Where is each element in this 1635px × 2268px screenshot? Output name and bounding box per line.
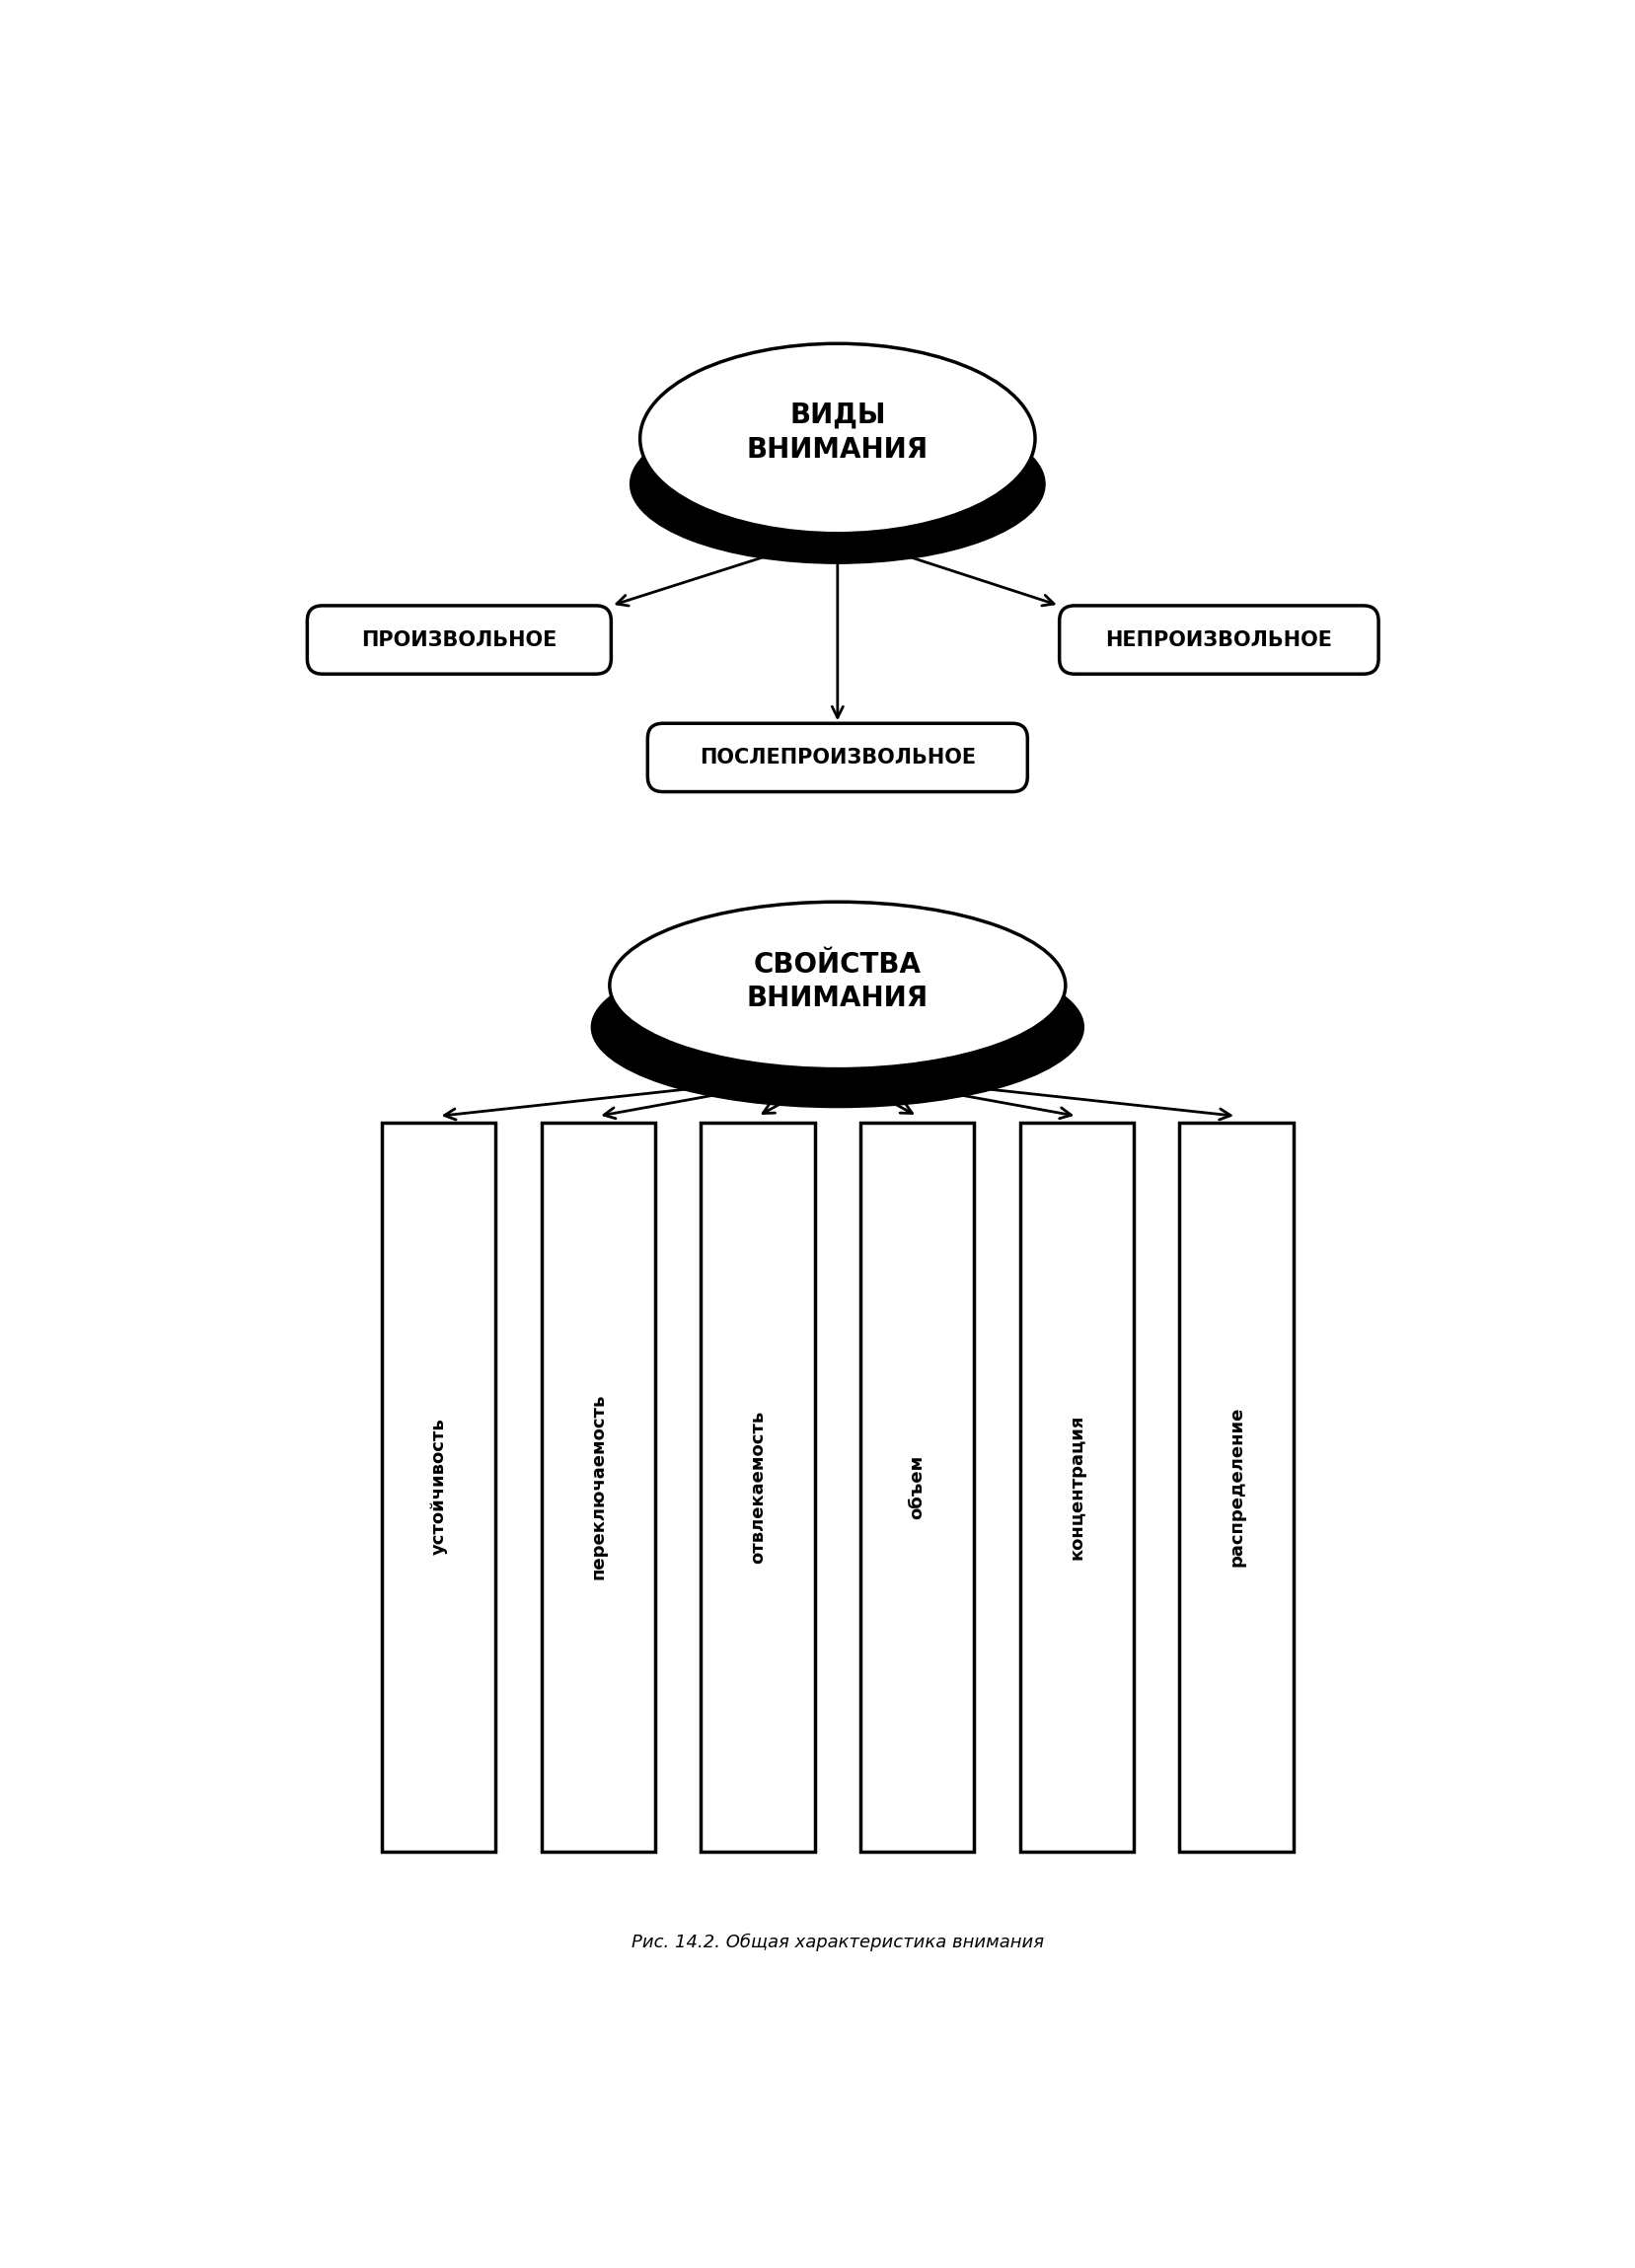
Text: ПОСЛЕПРОИЗВОЛЬНОЕ: ПОСЛЕПРОИЗВОЛЬНОЕ <box>700 748 976 767</box>
Ellipse shape <box>592 948 1084 1107</box>
Text: отвлекаемость: отвлекаемость <box>749 1411 767 1563</box>
FancyBboxPatch shape <box>381 1123 495 1851</box>
Ellipse shape <box>639 342 1035 533</box>
FancyBboxPatch shape <box>541 1123 656 1851</box>
Ellipse shape <box>629 404 1045 562</box>
Text: ВИДЫ
ВНИМАНИЯ: ВИДЫ ВНИМАНИЯ <box>747 401 929 463</box>
Ellipse shape <box>610 903 1066 1068</box>
FancyBboxPatch shape <box>860 1123 974 1851</box>
Text: распределение: распределение <box>1228 1406 1246 1567</box>
FancyBboxPatch shape <box>1020 1123 1133 1851</box>
FancyBboxPatch shape <box>1179 1123 1293 1851</box>
Text: ПРОИЗВОЛЬНОЕ: ПРОИЗВОЛЬНОЕ <box>361 631 558 649</box>
Text: переключаемость: переключаемость <box>589 1395 607 1581</box>
Text: НЕПРОИЗВОЛЬНОЕ: НЕПРОИЗВОЛЬНОЕ <box>1105 631 1333 649</box>
FancyBboxPatch shape <box>701 1123 814 1851</box>
FancyBboxPatch shape <box>307 606 611 674</box>
Text: Рис. 14.2. Общая характеристика внимания: Рис. 14.2. Общая характеристика внимания <box>631 1935 1043 1950</box>
Text: объем: объем <box>909 1454 925 1520</box>
Text: СВОЙСТВА
ВНИМАНИЯ: СВОЙСТВА ВНИМАНИЯ <box>747 950 929 1012</box>
Text: устойчивость: устойчивость <box>430 1418 448 1556</box>
FancyBboxPatch shape <box>647 723 1027 792</box>
FancyBboxPatch shape <box>1059 606 1378 674</box>
Text: концентрация: концентрация <box>1068 1413 1086 1560</box>
